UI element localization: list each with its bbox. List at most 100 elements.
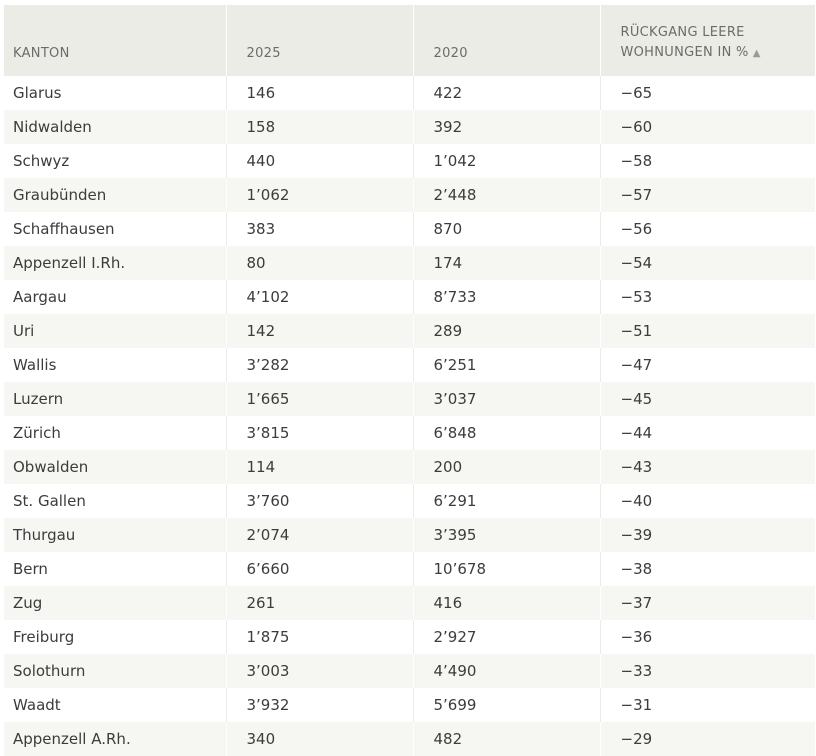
vacancy-table: KANTON 2025 2020 RÜCKGANG LEERE WOHNUNGE… — [4, 5, 815, 756]
cell-2025: 1’875 — [226, 620, 414, 654]
table-row: Zug 261 416 −37 — [4, 586, 815, 620]
cell-2025: 3’003 — [226, 654, 414, 688]
cell-2020: 289 — [413, 314, 601, 348]
cell-rueckgang: −31 — [600, 688, 815, 722]
cell-rueckgang: −33 — [600, 654, 815, 688]
table-row: Luzern 1’665 3’037 −45 — [4, 382, 815, 416]
cell-kanton: Waadt — [4, 688, 227, 722]
cell-rueckgang: −37 — [600, 586, 815, 620]
cell-kanton: Wallis — [4, 348, 227, 382]
cell-kanton: Luzern — [4, 382, 227, 416]
cell-2025: 1’665 — [226, 382, 414, 416]
cell-rueckgang: −54 — [600, 246, 815, 280]
cell-2020: 416 — [413, 586, 601, 620]
cell-kanton: Zug — [4, 586, 227, 620]
cell-2025: 4’102 — [226, 280, 414, 314]
column-header-label-line2: WOHNUNGEN IN % — [620, 45, 749, 60]
cell-rueckgang: −45 — [600, 382, 815, 416]
column-header-kanton[interactable]: KANTON — [4, 5, 227, 76]
table-row: Aargau 4’102 8’733 −53 — [4, 280, 815, 314]
cell-2020: 482 — [413, 722, 601, 756]
cell-2020: 3’395 — [413, 518, 601, 552]
cell-kanton: Graubünden — [4, 178, 227, 212]
cell-rueckgang: −57 — [600, 178, 815, 212]
table-row: Bern 6’660 10’678 −38 — [4, 552, 815, 586]
cell-kanton: Glarus — [4, 76, 227, 110]
table-row: Thurgau 2’074 3’395 −39 — [4, 518, 815, 552]
cell-rueckgang: −43 — [600, 450, 815, 484]
cell-2025: 440 — [226, 144, 414, 178]
cell-2025: 6’660 — [226, 552, 414, 586]
cell-2025: 114 — [226, 450, 414, 484]
table-row: Uri 142 289 −51 — [4, 314, 815, 348]
cell-rueckgang: −65 — [600, 76, 815, 110]
cell-2020: 392 — [413, 110, 601, 144]
cell-2020: 1’042 — [413, 144, 601, 178]
cell-2025: 142 — [226, 314, 414, 348]
column-header-rueckgang[interactable]: RÜCKGANG LEERE WOHNUNGEN IN % ▲ — [600, 5, 815, 76]
table-row: Solothurn 3’003 4’490 −33 — [4, 654, 815, 688]
cell-rueckgang: −53 — [600, 280, 815, 314]
cell-kanton: Thurgau — [4, 518, 227, 552]
cell-rueckgang: −29 — [600, 722, 815, 756]
cell-2020: 6’251 — [413, 348, 601, 382]
cell-rueckgang: −58 — [600, 144, 815, 178]
table-row: Appenzell I.Rh. 80 174 −54 — [4, 246, 815, 280]
cell-kanton: Schaffhausen — [4, 212, 227, 246]
cell-2025: 146 — [226, 76, 414, 110]
cell-2025: 3’282 — [226, 348, 414, 382]
cell-2020: 2’448 — [413, 178, 601, 212]
cell-2020: 5’699 — [413, 688, 601, 722]
cell-kanton: Obwalden — [4, 450, 227, 484]
table-row: Appenzell A.Rh. 340 482 −29 — [4, 722, 815, 756]
cell-kanton: St. Gallen — [4, 484, 227, 518]
header-row: KANTON 2025 2020 RÜCKGANG LEERE WOHNUNGE… — [4, 5, 815, 76]
sort-ascending-icon[interactable]: ▲ — [752, 48, 761, 59]
cell-rueckgang: −47 — [600, 348, 815, 382]
cell-rueckgang: −44 — [600, 416, 815, 450]
table-row: St. Gallen 3’760 6’291 −40 — [4, 484, 815, 518]
data-table-container: KANTON 2025 2020 RÜCKGANG LEERE WOHNUNGE… — [4, 5, 815, 756]
cell-rueckgang: −40 — [600, 484, 815, 518]
table-row: Nidwalden 158 392 −60 — [4, 110, 815, 144]
column-header-label: 2025 — [246, 46, 281, 61]
table-header: KANTON 2025 2020 RÜCKGANG LEERE WOHNUNGE… — [4, 5, 815, 76]
cell-2025: 2’074 — [226, 518, 414, 552]
column-header-label-line1: RÜCKGANG LEERE — [620, 25, 745, 40]
table-row: Freiburg 1’875 2’927 −36 — [4, 620, 815, 654]
cell-rueckgang: −56 — [600, 212, 815, 246]
cell-kanton: Nidwalden — [4, 110, 227, 144]
cell-2025: 3’815 — [226, 416, 414, 450]
table-body: Glarus 146 422 −65 Nidwalden 158 392 −60 Schwyz 4… — [4, 76, 815, 756]
cell-2020: 8’733 — [413, 280, 601, 314]
cell-2025: 1’062 — [226, 178, 414, 212]
cell-kanton: Bern — [4, 552, 227, 586]
cell-2020: 6’848 — [413, 416, 601, 450]
cell-2025: 80 — [226, 246, 414, 280]
table-row: Schwyz 440 1’042 −58 — [4, 144, 815, 178]
column-header-2025[interactable]: 2025 — [226, 5, 414, 76]
column-header-label: KANTON — [13, 46, 70, 61]
cell-2020: 3’037 — [413, 382, 601, 416]
cell-kanton: Aargau — [4, 280, 227, 314]
cell-2025: 383 — [226, 212, 414, 246]
cell-2020: 174 — [413, 246, 601, 280]
column-header-2020[interactable]: 2020 — [413, 5, 601, 76]
cell-2025: 261 — [226, 586, 414, 620]
cell-2020: 10’678 — [413, 552, 601, 586]
cell-rueckgang: −51 — [600, 314, 815, 348]
cell-rueckgang: −39 — [600, 518, 815, 552]
cell-kanton: Solothurn — [4, 654, 227, 688]
cell-2025: 158 — [226, 110, 414, 144]
cell-2025: 3’760 — [226, 484, 414, 518]
cell-2020: 6’291 — [413, 484, 601, 518]
cell-kanton: Uri — [4, 314, 227, 348]
column-header-label: 2020 — [433, 46, 468, 61]
cell-2020: 870 — [413, 212, 601, 246]
cell-kanton: Appenzell A.Rh. — [4, 722, 227, 756]
cell-kanton: Appenzell I.Rh. — [4, 246, 227, 280]
cell-kanton: Zürich — [4, 416, 227, 450]
cell-2020: 422 — [413, 76, 601, 110]
cell-rueckgang: −38 — [600, 552, 815, 586]
cell-rueckgang: −36 — [600, 620, 815, 654]
